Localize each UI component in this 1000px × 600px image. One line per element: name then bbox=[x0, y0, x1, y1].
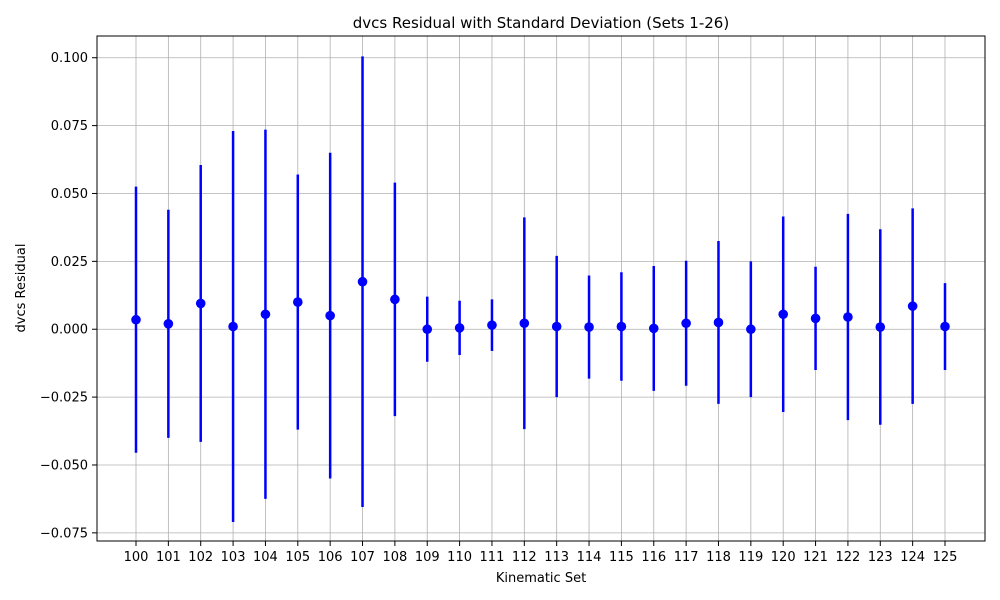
y-axis-ticks: −0.075 −0.050 −0.025 0.000 0.025 0.050 0.075 0.… bbox=[40, 51, 97, 541]
x-tick-label: 107 bbox=[350, 550, 375, 565]
data-point bbox=[810, 313, 821, 324]
data-point bbox=[616, 321, 627, 332]
x-tick-label: 123 bbox=[868, 550, 893, 565]
data-point bbox=[746, 324, 756, 335]
x-axis-label: Kinematic Set bbox=[496, 571, 586, 586]
data-point bbox=[713, 317, 724, 328]
y-tick-label: 0.075 bbox=[51, 119, 88, 134]
data-point bbox=[390, 294, 400, 305]
x-tick-label: 101 bbox=[156, 550, 181, 565]
y-tick-label: −0.050 bbox=[40, 458, 88, 473]
y-axis-label: dvcs Residual bbox=[14, 244, 29, 333]
data-point bbox=[422, 324, 433, 335]
x-tick-label: 104 bbox=[253, 550, 278, 565]
data-point bbox=[325, 310, 335, 321]
x-tick-label: 112 bbox=[512, 550, 537, 565]
y-tick-label: −0.075 bbox=[40, 526, 88, 541]
x-tick-label: 124 bbox=[900, 550, 925, 565]
y-tick-label: 0.050 bbox=[51, 187, 88, 202]
x-tick-label: 108 bbox=[382, 550, 407, 565]
x-tick-label: 111 bbox=[480, 550, 505, 565]
x-axis-ticks: 100 101 102 103 104 105 106 107 108 109 110 111 112 1… bbox=[124, 541, 958, 565]
y-tick-label: 0.000 bbox=[51, 323, 88, 338]
x-tick-label: 117 bbox=[674, 550, 699, 565]
data-point bbox=[843, 312, 853, 322]
x-tick-label: 102 bbox=[188, 550, 213, 565]
x-tick-label: 106 bbox=[318, 550, 343, 565]
data-point bbox=[681, 318, 691, 329]
plot-frame bbox=[96, 35, 986, 542]
data-point bbox=[875, 322, 886, 332]
data-point bbox=[131, 314, 141, 325]
y-tick-label: 0.025 bbox=[51, 255, 88, 270]
data-point bbox=[487, 320, 497, 330]
data-point bbox=[584, 322, 594, 332]
chart-title: dvcs Residual with Standard Deviation (S… bbox=[353, 14, 729, 32]
data-points bbox=[131, 276, 950, 335]
x-tick-label: 109 bbox=[415, 550, 440, 565]
data-point bbox=[519, 318, 530, 329]
x-tick-label: 121 bbox=[803, 550, 828, 565]
data-point bbox=[163, 318, 174, 329]
data-point bbox=[778, 309, 788, 320]
x-tick-label: 103 bbox=[221, 550, 246, 565]
x-tick-label: 100 bbox=[124, 550, 149, 565]
x-tick-label: 115 bbox=[609, 550, 634, 565]
x-tick-label: 119 bbox=[738, 550, 763, 565]
data-point bbox=[907, 301, 918, 311]
x-tick-label: 120 bbox=[771, 550, 796, 565]
grid bbox=[97, 36, 985, 541]
data-point bbox=[260, 309, 271, 320]
x-tick-label: 125 bbox=[933, 550, 958, 565]
data-point bbox=[940, 321, 950, 332]
data-point bbox=[357, 276, 368, 287]
data-point bbox=[293, 297, 303, 307]
y-tick-label: −0.025 bbox=[40, 391, 88, 406]
x-tick-label: 110 bbox=[447, 550, 472, 565]
data-point bbox=[648, 323, 659, 334]
y-tick-label: 0.100 bbox=[51, 51, 88, 66]
data-point bbox=[228, 321, 238, 332]
data-point bbox=[551, 321, 562, 332]
x-tick-label: 113 bbox=[544, 550, 569, 565]
x-tick-label: 122 bbox=[836, 550, 861, 565]
data-point bbox=[454, 323, 465, 333]
data-point bbox=[195, 298, 206, 309]
x-tick-label: 118 bbox=[706, 550, 731, 565]
x-tick-label: 105 bbox=[285, 550, 310, 565]
x-tick-label: 114 bbox=[577, 550, 602, 565]
error-bars bbox=[134, 56, 947, 522]
x-tick-label: 116 bbox=[641, 550, 666, 565]
